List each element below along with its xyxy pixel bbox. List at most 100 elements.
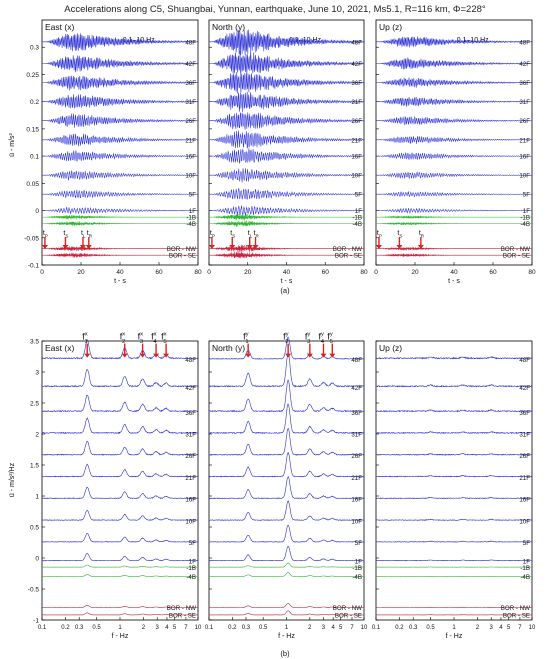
trace-label: 36F — [351, 80, 362, 87]
y-tick-label: 0.5 — [30, 525, 39, 532]
phase-label: tL — [248, 230, 253, 238]
y-tick-label: 0.3 — [30, 45, 39, 52]
trace--1B — [42, 214, 198, 220]
y-tick-label: -0.05 — [24, 235, 39, 242]
trace-label: BOR - NW — [167, 605, 196, 612]
x-tick-label: 0 — [374, 269, 378, 276]
panel-a-ylabel: ü - m/s² — [9, 132, 16, 156]
spectrum--4B — [209, 571, 364, 577]
spectrum-16F — [42, 486, 199, 500]
spectrum-1F — [208, 546, 365, 562]
trace-label: 48F — [519, 39, 530, 46]
x-tick-label: 20 — [77, 269, 85, 276]
trace-label: 5F — [189, 540, 196, 547]
trace-label: 48F — [519, 357, 530, 364]
y-tick-label: -0.5 — [28, 587, 40, 594]
spectrum-subplot-east: East (x) -1 -0.5 0 0.5 1 1.5 2 2.5 3 3.5 0.1 0.2 0.3 0… — [28, 332, 202, 640]
trace-label: 26F — [185, 118, 196, 125]
trace-label: 36F — [185, 80, 196, 87]
x-tick-label: 0.3 — [75, 625, 84, 631]
trace-48F — [42, 33, 199, 52]
trace-label: 31F — [351, 432, 362, 439]
trace-label: 48F — [185, 357, 196, 364]
trace-label: 10F — [351, 173, 362, 180]
x-tick-label: 20 — [411, 269, 419, 276]
phase-arrow — [85, 237, 92, 250]
phase-label: tP — [210, 230, 215, 238]
x-tick-label: 0 — [207, 269, 211, 276]
trace-label: BOR - SE — [335, 613, 362, 620]
spectrum-26F — [41, 440, 199, 456]
spectrum--1B — [208, 562, 364, 568]
subplot-title: Up (z) — [379, 343, 402, 353]
mode-label: fx 3 — [138, 332, 144, 346]
mode-label: fx 1 — [82, 332, 88, 346]
trace-label: 1F — [189, 208, 196, 215]
trace-BOR - NW — [42, 246, 198, 252]
phase-label: tS — [230, 230, 235, 238]
spectrum-10F — [375, 518, 533, 521]
x-axis-label: t - s — [448, 278, 460, 285]
trace-48F — [209, 29, 365, 56]
y-tick-label: 0 — [35, 556, 39, 563]
x-tick-label: 80 — [194, 269, 202, 276]
phase-arrow — [417, 237, 424, 250]
trace-label: 16F — [185, 154, 196, 161]
trace--4B — [376, 221, 532, 226]
trace-label: 31F — [351, 99, 362, 106]
x-tick-label: 40 — [450, 269, 458, 276]
panel-a: ü - m/s² East (x)0.1–10 Hz-0.1-0.0500.050… — [9, 19, 536, 295]
trace-label: BOR - SE — [169, 613, 196, 620]
y-tick-label: 0.25 — [26, 72, 39, 79]
trace--1B — [209, 213, 364, 221]
spectrum-5F — [41, 532, 199, 543]
x-tick-label: 60 — [322, 269, 330, 276]
x-tick-label: 60 — [155, 269, 163, 276]
time-subplot-east: East (x)0.1–10 Hz-0.1-0.0500.050.10.150.… — [24, 19, 202, 285]
trace-label: 10F — [351, 518, 362, 525]
x-tick-label: 2 — [308, 625, 312, 631]
trace-label: 42F — [519, 61, 530, 68]
trace-1F — [42, 206, 199, 215]
x-tick-label: 40 — [116, 269, 124, 276]
x-tick-label: 4 — [331, 625, 335, 631]
trace-label: -4B — [352, 574, 362, 581]
trace-BOR - NW — [376, 246, 532, 251]
trace-label: BOR - SE — [335, 253, 362, 260]
trace--4B — [209, 220, 364, 228]
time-subplot-north: North (y)0.1–10 Hz0 20 40 60 80t - s48F42F36… — [207, 19, 368, 285]
trace-label: -4B — [520, 574, 530, 581]
trace-26F — [376, 116, 532, 126]
subplot-title: Up (z) — [379, 22, 402, 32]
trace-label: 42F — [351, 61, 362, 68]
trace-42F — [376, 57, 533, 70]
trace-36F — [209, 72, 365, 94]
trace-label: 16F — [185, 497, 196, 504]
mode-arrow — [285, 343, 292, 358]
phase-label: tS — [397, 230, 402, 238]
phase-label: tR — [87, 230, 93, 238]
x-tick-label: 7 — [350, 625, 354, 631]
spectrum-1F — [41, 552, 199, 562]
x-tick-label: 1 — [285, 625, 289, 631]
x-tick-label: 0.2 — [228, 625, 237, 631]
mode-label: fy 3 — [305, 332, 311, 346]
x-tick-label: 80 — [360, 269, 368, 276]
phase-label: tL — [81, 230, 86, 238]
trace-16F — [376, 152, 533, 160]
trace-label: 16F — [351, 154, 362, 161]
trace-label: 36F — [185, 410, 196, 417]
trace-31F — [209, 91, 365, 113]
panel-b: ü - m/s²/Hz East (x) -1 -0.5 0 0.5 1 1.5 2 2.5 3 3.… — [9, 332, 536, 658]
trace-21F — [376, 135, 533, 144]
x-tick-label: 0.5 — [426, 625, 435, 631]
x-tick-label: 0.5 — [259, 625, 268, 631]
trace-label: 31F — [519, 432, 530, 439]
x-tick-label: 0.2 — [395, 625, 404, 631]
trace-label: 10F — [519, 518, 530, 525]
mode-label: fx 5 — [161, 332, 167, 346]
x-axis-label: t - s — [114, 278, 126, 285]
phase-label: tS — [63, 230, 68, 238]
x-tick-label: 5 — [173, 625, 177, 631]
trace-label: 26F — [351, 453, 362, 460]
